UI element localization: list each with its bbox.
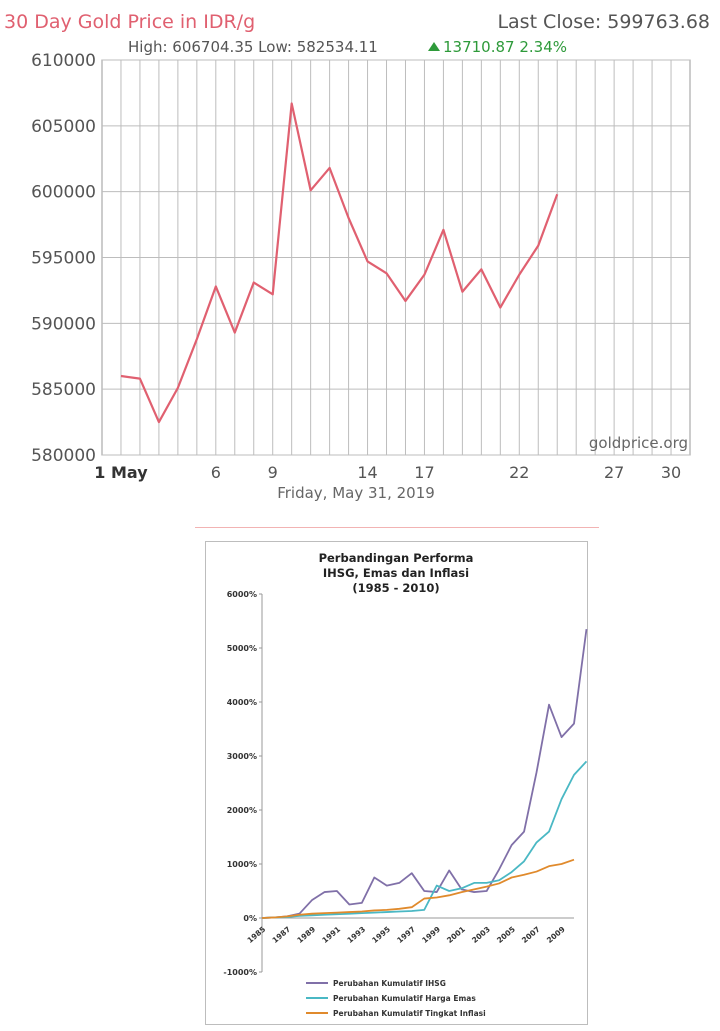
x-tick-label: 2007: [520, 925, 542, 945]
y-tick-label: 595000: [31, 249, 96, 269]
x-tick-label: 1989: [295, 925, 317, 945]
x-tick-label: 1993: [345, 925, 367, 945]
x-tick-label: 1995: [370, 925, 392, 945]
x-axis-label: Friday, May 31, 2019: [277, 484, 435, 502]
x-tick-label: 2003: [470, 925, 492, 945]
series-line-0: [261, 628, 588, 919]
y-tick-label: 600000: [31, 183, 96, 203]
y-tick-label: 4000%: [227, 698, 257, 707]
x-tick-label: 1999: [420, 925, 442, 945]
y-tick-label: 610000: [31, 51, 96, 71]
y-tick-label: 2000%: [227, 806, 257, 815]
x-tick-label: 6: [211, 463, 221, 482]
divider: [195, 527, 599, 528]
high-low-label: High: 606704.35 Low: 582534.11: [128, 38, 378, 56]
y-tick-label: 1000%: [227, 860, 257, 869]
x-tick-label: 1991: [320, 925, 342, 945]
y-tick-label: 585000: [31, 380, 96, 400]
x-tick-label: 9: [268, 463, 278, 482]
chart-title: Perbandingan Performa: [319, 551, 474, 565]
chart-title: 30 Day Gold Price in IDR/g: [4, 11, 255, 33]
performance-chart-frame: [205, 541, 588, 1025]
x-tick-label: 1987: [270, 925, 292, 945]
y-tick-label: 0%: [243, 914, 257, 923]
x-tick-label: 22: [509, 463, 529, 482]
y-tick-label: 6000%: [227, 590, 257, 599]
x-tick-label: 1 May: [94, 463, 148, 482]
gold-price-line: [120, 102, 559, 424]
y-tick-label: 605000: [31, 117, 96, 137]
x-tick-label: 2009: [545, 925, 567, 945]
x-tick-label: 2001: [445, 925, 467, 945]
y-tick-label: 580000: [31, 446, 96, 466]
series-line-1: [261, 760, 588, 919]
up-arrow-icon: [428, 42, 440, 51]
y-tick-label: 5000%: [227, 644, 257, 653]
change-label: 13710.87 2.34%: [443, 38, 567, 56]
x-tick-label: 27: [604, 463, 624, 482]
gold-price-chart: 30 Day Gold Price in IDR/g Last Close: 59…: [4, 11, 710, 502]
x-tick-label: 1997: [395, 925, 417, 945]
last-close-label: Last Close: 599763.68: [497, 11, 710, 33]
x-tick-label: 2005: [495, 925, 517, 945]
legend-label: Perubahan Kumulatif IHSG: [333, 979, 446, 988]
watermark: goldprice.org: [589, 434, 688, 452]
series-line-2: [261, 858, 575, 919]
legend-label: Perubahan Kumulatif Tingkat Inflasi: [333, 1009, 486, 1018]
y-tick-label: -1000%: [223, 968, 257, 977]
legend-label: Perubahan Kumulatif Harga Emas: [333, 994, 476, 1003]
chart-title-line2: IHSG, Emas dan Inflasi: [323, 566, 469, 580]
x-tick-label: 14: [357, 463, 377, 482]
x-tick-label: 1985: [246, 925, 268, 945]
y-tick-label: 590000: [31, 314, 96, 334]
chart-title-line3: (1985 - 2010): [352, 581, 439, 595]
y-tick-label: 3000%: [227, 752, 257, 761]
x-tick-label: 17: [414, 463, 434, 482]
x-tick-label: 30: [661, 463, 681, 482]
